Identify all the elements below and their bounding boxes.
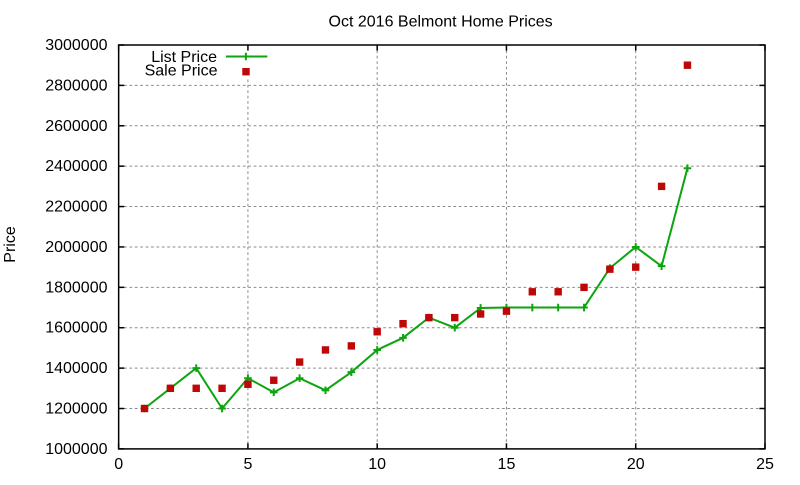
svg-text:1600000: 1600000 [45,320,107,337]
svg-text:Oct 2016 Belmont Home Prices: Oct 2016 Belmont Home Prices [329,14,553,31]
svg-text:20: 20 [627,456,645,473]
svg-text:0: 0 [114,456,123,473]
svg-text:Price: Price [2,226,19,263]
svg-text:2000000: 2000000 [45,239,107,256]
svg-text:25: 25 [756,456,774,473]
svg-text:2800000: 2800000 [45,77,107,94]
svg-text:2600000: 2600000 [45,118,107,135]
svg-text:2400000: 2400000 [45,158,107,175]
svg-text:1400000: 1400000 [45,360,107,377]
svg-text:3000000: 3000000 [45,37,107,54]
svg-text:1200000: 1200000 [45,401,107,418]
svg-text:List Price: List Price [151,49,217,66]
svg-text:2200000: 2200000 [45,199,107,216]
svg-text:10: 10 [368,456,386,473]
svg-text:15: 15 [498,456,516,473]
svg-text:1800000: 1800000 [45,279,107,296]
svg-text:Sale Price: Sale Price [145,63,218,80]
svg-text:1000000: 1000000 [45,441,107,458]
svg-text:5: 5 [243,456,252,473]
